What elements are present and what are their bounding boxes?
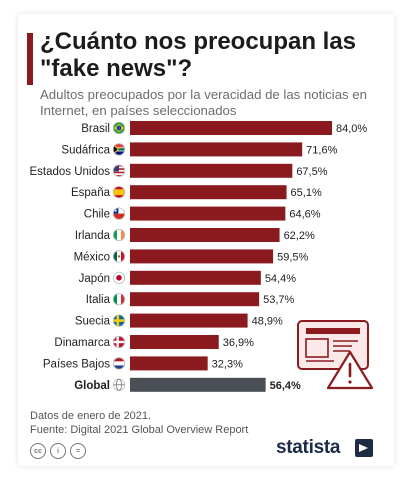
bar	[130, 249, 274, 264]
bar-row: Japón 54,4%	[79, 270, 296, 285]
category-label: Japón	[79, 273, 110, 285]
bar	[130, 121, 332, 135]
value-label: 84,0%	[336, 123, 367, 135]
bar-row: Irlanda 62,2%	[75, 228, 315, 242]
license-icons: cc i =	[30, 443, 86, 459]
denmark-flag-icon	[113, 336, 125, 348]
category-label: Países Bajos	[43, 358, 110, 370]
mexico-flag-icon	[113, 250, 125, 263]
source-note: Fuente: Digital 2021 Global Overview Rep…	[30, 424, 249, 436]
category-label: Italia	[86, 294, 111, 306]
netherlands-flag-icon	[113, 357, 125, 370]
value-label: 59,5%	[277, 251, 308, 263]
value-label: 65,1%	[291, 187, 322, 199]
bar-row: España 65,1%	[71, 185, 322, 200]
statista-logo-icon	[355, 439, 373, 457]
category-label: España	[71, 187, 111, 199]
bar	[130, 228, 280, 242]
bar	[130, 163, 293, 178]
bar-row: Sudáfrica 71,6%	[61, 142, 338, 157]
bar	[130, 206, 286, 221]
newspaper-warning-icon	[297, 320, 374, 390]
value-label: 62,2%	[284, 230, 315, 242]
category-label: México	[74, 251, 110, 263]
brazil-flag-icon	[113, 122, 125, 134]
bar-row: Países Bajos 32,3%	[43, 356, 243, 371]
usa-flag-icon	[113, 164, 125, 177]
data-note: Datos de enero de 2021.	[30, 410, 152, 422]
value-label: 36,9%	[223, 337, 254, 349]
bar-row: Estados Unidos 67,5%	[29, 163, 328, 178]
attribution-icon[interactable]: i	[50, 443, 66, 459]
bar	[130, 270, 261, 285]
category-label: Suecia	[75, 316, 111, 328]
category-label: Dinamarca	[54, 337, 110, 349]
value-label: 64,6%	[289, 209, 320, 221]
sweden-flag-icon	[113, 314, 125, 327]
chart-subtitle: Adultos preocupados por la veracidad de …	[40, 87, 367, 118]
creative-commons-icon[interactable]: cc	[30, 443, 46, 459]
statista-logo-text[interactable]: statista	[276, 437, 341, 458]
value-label: 54,4%	[265, 273, 296, 285]
bar	[130, 313, 248, 328]
no-derivatives-icon[interactable]: =	[70, 443, 86, 459]
category-label: Estados Unidos	[29, 166, 110, 178]
value-label: 53,7%	[263, 294, 294, 306]
category-label: Brasil	[81, 123, 110, 135]
category-label: Chile	[84, 209, 110, 221]
bar-row: Brasil 84,0%	[81, 121, 367, 135]
ireland-flag-icon	[113, 229, 125, 241]
category-label: Irlanda	[75, 230, 111, 242]
category-label: Global	[74, 380, 110, 392]
chart-title: ¿Cuánto nos preocupan las "fake news"?	[40, 28, 357, 82]
bar	[130, 292, 260, 307]
bar-row: Chile 64,6%	[84, 206, 321, 221]
chile-flag-icon	[113, 207, 125, 220]
category-label: Sudáfrica	[61, 144, 110, 156]
bar-row: Dinamarca 36,9%	[54, 335, 254, 349]
bar	[130, 356, 208, 371]
bar	[130, 142, 303, 157]
bar-row: Global 56,4%	[74, 377, 301, 392]
bar	[130, 185, 287, 200]
bar	[130, 335, 219, 349]
bar	[130, 377, 266, 392]
italy-flag-icon	[113, 293, 125, 306]
bar-row: México 59,5%	[74, 249, 308, 264]
value-label: 56,4%	[270, 380, 301, 392]
bar-row: Italia 53,7%	[86, 292, 295, 307]
chart-footer: Datos de enero de 2021. Fuente: Digital …	[30, 409, 248, 437]
value-label: 71,6%	[306, 144, 337, 156]
value-label: 48,9%	[252, 316, 283, 328]
value-label: 32,3%	[212, 358, 243, 370]
title-accent-bar	[27, 33, 33, 85]
value-label: 67,5%	[296, 166, 327, 178]
spain-flag-icon	[113, 186, 125, 199]
japan-flag-icon	[113, 271, 125, 284]
bar-row: Suecia 48,9%	[75, 313, 283, 328]
